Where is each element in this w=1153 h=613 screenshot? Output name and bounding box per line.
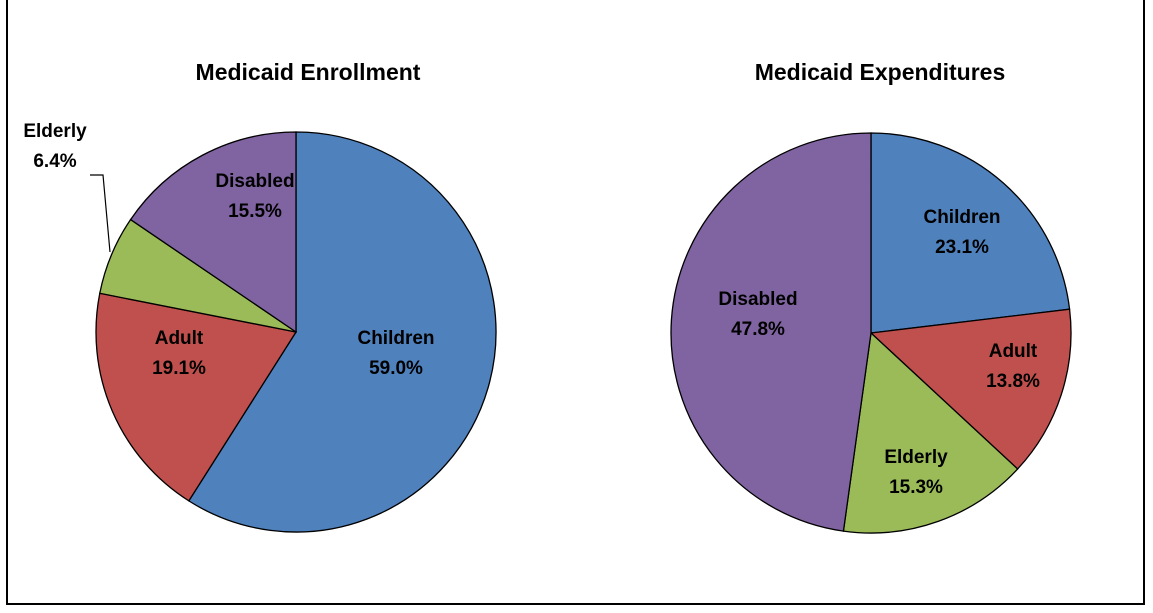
slice-value-label: 23.1%	[935, 237, 989, 258]
slice-value-label: 15.3%	[889, 477, 943, 498]
slice-label: Elderly	[884, 447, 948, 468]
slice-value-label: 6.4%	[33, 151, 76, 172]
slice-label: Adult	[989, 341, 1038, 362]
slice-value-label: 13.8%	[986, 371, 1040, 392]
pie-slice-disabled	[129, 131, 297, 334]
slice-label: Disabled	[718, 289, 797, 310]
slice-value-label: 19.1%	[152, 358, 206, 379]
pie-title-enrollment: Medicaid Enrollment	[196, 59, 421, 85]
leader-line	[90, 174, 111, 253]
pie-slice-children	[187, 131, 497, 533]
slice-label: Children	[357, 328, 434, 349]
slice-value-label: 47.8%	[731, 319, 785, 340]
slice-label: Elderly	[23, 121, 87, 142]
pie-title-expenditures: Medicaid Expenditures	[755, 59, 1006, 85]
slice-label: Children	[923, 207, 1000, 228]
pie-slice-children	[870, 132, 1071, 334]
pie-slice-disabled	[670, 132, 872, 532]
slice-value-label: 15.5%	[228, 201, 282, 222]
pie-enrollment: Children 59.0% Adult 19.1% Elderly 6.4% Disabl…	[23, 121, 497, 533]
pie-slice-elderly	[842, 331, 1019, 534]
slice-label: Disabled	[215, 171, 294, 192]
slice-value-label: 59.0%	[369, 358, 423, 379]
pie-slice-adult	[95, 292, 298, 502]
pie-expenditures: Children 23.1% Adult 13.8% Elderly 15.3% Disab…	[670, 132, 1072, 534]
slice-label: Adult	[155, 328, 204, 349]
pie-slice-adult	[869, 308, 1072, 470]
